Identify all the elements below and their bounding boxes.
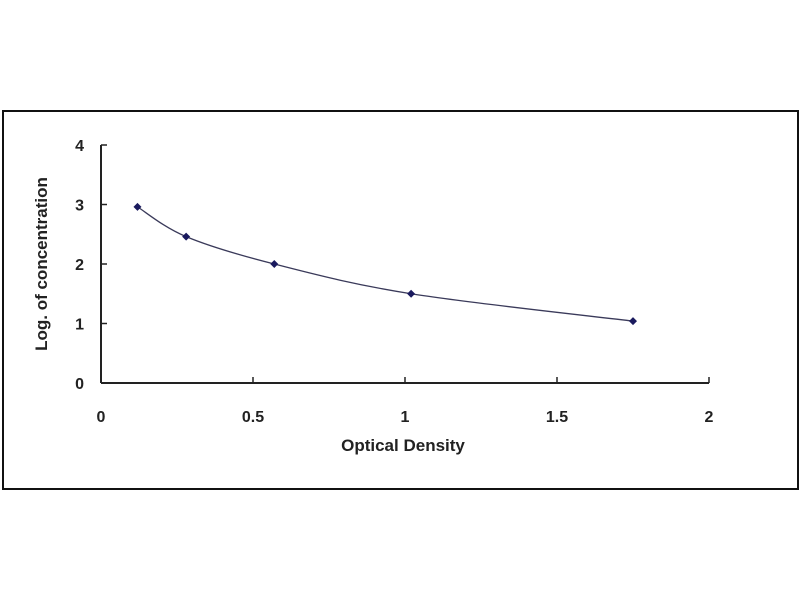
y-tick-label: 2 [75,257,84,274]
data-points [133,202,637,326]
y-axis-label: Log. of concentration [32,177,51,351]
x-tick-label: 1 [401,409,410,426]
y-tick-label: 3 [75,198,84,215]
y-tick-label: 4 [75,138,84,155]
x-axis-label: Optical Density [341,436,465,455]
x-tick-label: 0.5 [242,409,264,426]
chart-frame [2,110,799,490]
data-point [270,260,279,268]
y-tick-labels: 0 1 2 3 4 [75,138,84,393]
x-tick-labels: 0 0.5 1 1.5 2 [97,409,714,426]
data-point [182,232,191,241]
y-tick-label: 0 [75,376,84,393]
x-tick-label: 1.5 [546,409,568,426]
data-point [407,289,416,298]
y-tick-label: 1 [75,317,84,334]
fit-curve [137,206,634,322]
x-tick-label: 2 [705,409,714,426]
axes [100,144,710,384]
data-point [629,317,637,326]
x-tick-label: 0 [97,409,106,426]
data-point [133,202,142,211]
